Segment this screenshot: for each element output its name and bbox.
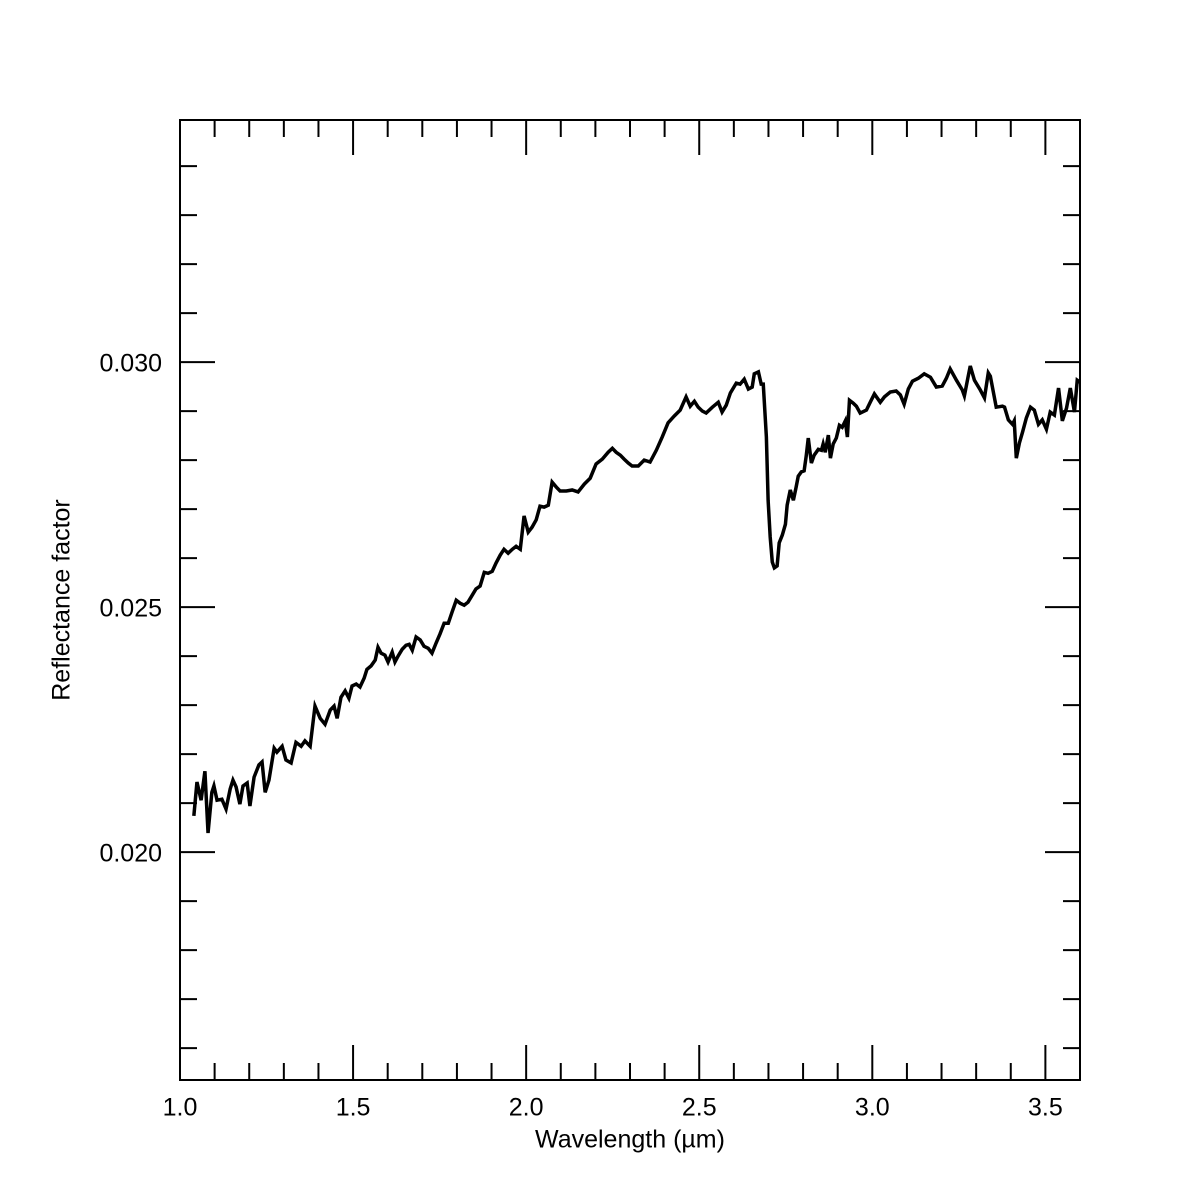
y-tick-label: 0.025 bbox=[99, 595, 162, 623]
x-tick-label: 1.5 bbox=[336, 1094, 371, 1122]
x-tick-label: 3.5 bbox=[1028, 1094, 1063, 1122]
spectrum-line bbox=[192, 364, 1082, 834]
y-axis-title: Reflectance factor bbox=[48, 499, 76, 701]
x-axis-title: Wavelength (µm) bbox=[535, 1126, 725, 1154]
x-tick-label: 3.0 bbox=[855, 1094, 890, 1122]
y-tick-label: 0.020 bbox=[99, 840, 162, 868]
plot-frame bbox=[179, 119, 1081, 1081]
x-tick-label: 2.5 bbox=[682, 1094, 717, 1122]
y-tick-label: 0.030 bbox=[99, 350, 162, 378]
x-tick-label: 2.0 bbox=[509, 1094, 544, 1122]
x-tick-label: 1.0 bbox=[163, 1094, 198, 1122]
